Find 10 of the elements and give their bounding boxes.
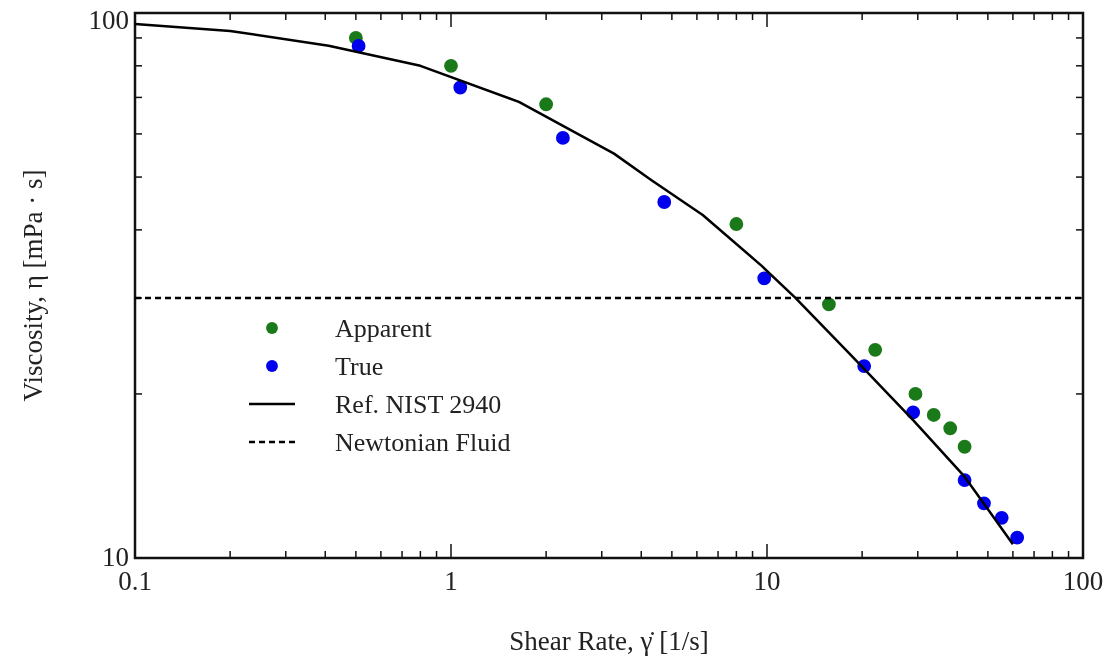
x-axis-title: Shear Rate, γ̇ [1/s] <box>509 626 709 656</box>
x-tick-label: 1 <box>444 566 458 596</box>
x-tick-label: 100 <box>1062 566 1104 596</box>
x-tick-label: 10 <box>753 566 781 596</box>
legend-label: Ref. NIST 2940 <box>335 390 502 419</box>
legend-label: Newtonian Fluid <box>335 428 511 457</box>
legend-label: True <box>335 352 384 381</box>
x-tick-label: 0.1 <box>118 566 152 596</box>
y-axis-title: Viscosity, η [mPa · s] <box>18 169 48 402</box>
legend-label: Apparent <box>335 314 433 343</box>
